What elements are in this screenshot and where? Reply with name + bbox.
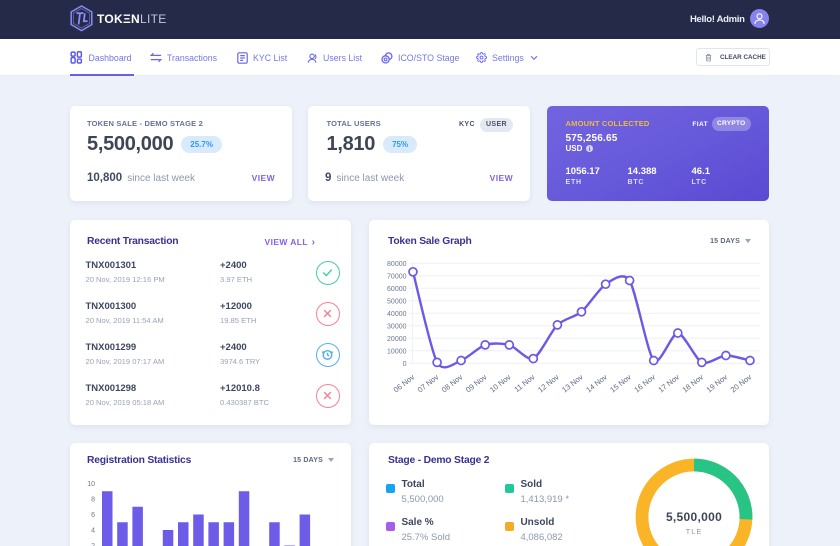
svg-text:2: 2 xyxy=(91,543,95,546)
svg-text:70000: 70000 xyxy=(387,273,407,280)
svg-text:06 Nov: 06 Nov xyxy=(391,372,416,394)
svg-text:19 Nov: 19 Nov xyxy=(704,372,729,394)
svg-text:10: 10 xyxy=(87,481,95,488)
svg-text:80000: 80000 xyxy=(387,261,407,268)
svg-text:09 Nov: 09 Nov xyxy=(463,372,488,394)
svg-text:12 Nov: 12 Nov xyxy=(536,372,561,394)
svg-text:13 Nov: 13 Nov xyxy=(560,372,585,394)
svg-text:10 Nov: 10 Nov xyxy=(488,372,513,394)
svg-text:50000: 50000 xyxy=(387,298,407,305)
svg-text:8: 8 xyxy=(91,497,95,504)
svg-text:60000: 60000 xyxy=(387,286,407,293)
svg-text:6: 6 xyxy=(91,512,95,519)
svg-text:4: 4 xyxy=(91,528,95,535)
svg-text:TLE: TLE xyxy=(686,527,703,536)
svg-text:20000: 20000 xyxy=(387,336,407,343)
svg-text:16 Nov: 16 Nov xyxy=(632,372,657,394)
svg-text:40000: 40000 xyxy=(387,311,407,318)
svg-text:15 Nov: 15 Nov xyxy=(608,372,633,394)
svg-text:0: 0 xyxy=(402,361,406,368)
svg-text:30000: 30000 xyxy=(387,323,407,330)
svg-text:07 Nov: 07 Nov xyxy=(415,372,440,394)
svg-text:08 Nov: 08 Nov xyxy=(439,372,464,394)
svg-text:20 Nov: 20 Nov xyxy=(728,372,753,394)
svg-text:10000: 10000 xyxy=(387,348,407,355)
svg-text:17 Nov: 17 Nov xyxy=(656,372,681,394)
svg-text:5,500,000: 5,500,000 xyxy=(666,510,722,524)
svg-text:18 Nov: 18 Nov xyxy=(680,372,705,394)
svg-text:11 Nov: 11 Nov xyxy=(512,372,536,394)
svg-text:14 Nov: 14 Nov xyxy=(584,372,609,394)
